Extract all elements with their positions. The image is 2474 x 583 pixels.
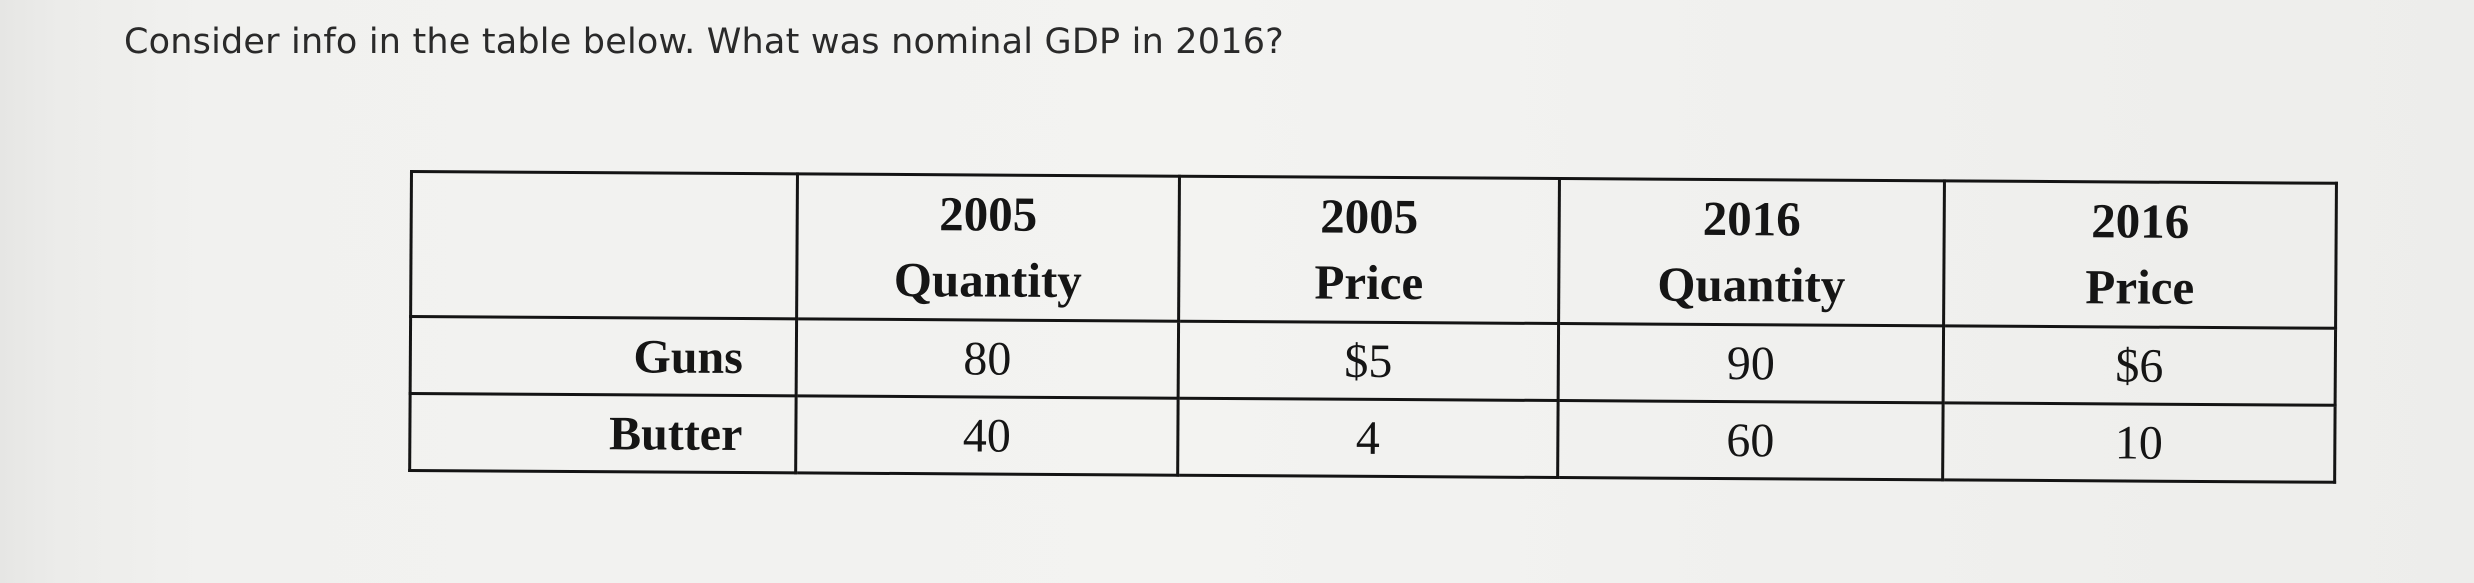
- cell-guns-2016-price: $6: [1943, 325, 2336, 406]
- header-year: 2005: [1320, 188, 1419, 245]
- header-year: 2016: [2091, 193, 2190, 249]
- header-2016-quantity: 2016 Quantity: [1558, 178, 1945, 326]
- cell-butter-2016-quantity: 60: [1557, 400, 1944, 480]
- header-year: 2016: [1702, 190, 1801, 247]
- cell-butter-2005-price: 4: [1177, 398, 1559, 478]
- header-2005-quantity: 2005 Quantity: [796, 173, 1180, 322]
- header-2005-price: 2005 Price: [1178, 176, 1560, 324]
- table-row-guns: Guns 80 $5 90 $6: [410, 316, 2336, 406]
- header-2016-price: 2016 Price: [1943, 180, 2337, 329]
- table-row-butter: Butter 40 4 60 10: [409, 393, 2336, 483]
- header-label: Price: [1314, 254, 1424, 311]
- cell-butter-2016-price: 10: [1942, 402, 2336, 483]
- gdp-data-table: 2005 Quantity 2005 Price 2016 Quantity 2…: [408, 170, 2338, 484]
- question-text: Consider info in the table below. What w…: [124, 22, 1284, 62]
- cell-butter-2005-quantity: 40: [795, 395, 1179, 476]
- cell-guns-2016-quantity: 90: [1558, 323, 1944, 403]
- header-label: Quantity: [893, 251, 1082, 309]
- cell-guns-2005-quantity: 80: [796, 318, 1179, 399]
- header-label: Quantity: [1657, 256, 1846, 313]
- header-year: 2005: [939, 186, 1038, 242]
- table-header-row: 2005 Quantity 2005 Price 2016 Quantity 2…: [410, 171, 2337, 329]
- row-label-butter: Butter: [409, 393, 797, 473]
- cell-guns-2005-price: $5: [1178, 321, 1559, 401]
- data-table-container: 2005 Quantity 2005 Price 2016 Quantity 2…: [408, 170, 2338, 484]
- row-label-guns: Guns: [410, 316, 797, 396]
- header-label: Price: [2085, 259, 2195, 315]
- header-corner-cell: [410, 171, 798, 319]
